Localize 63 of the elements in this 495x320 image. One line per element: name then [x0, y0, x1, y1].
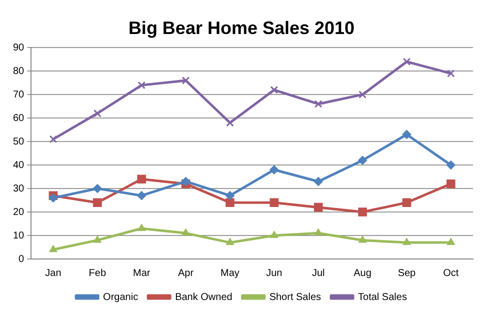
- x-tick-label: Mar: [132, 268, 151, 279]
- point: [270, 198, 279, 208]
- point: [270, 165, 279, 174]
- legend-label: Short Sales: [269, 292, 322, 303]
- x-tick-label: Jan: [45, 268, 62, 279]
- y-tick-label: 30: [13, 183, 25, 194]
- y-tick-label: 60: [13, 112, 25, 124]
- point: [402, 58, 411, 66]
- legend-label: Total Sales: [358, 292, 407, 303]
- point: [446, 160, 456, 170]
- point: [226, 238, 234, 246]
- point: [358, 208, 367, 216]
- point: [270, 231, 278, 238]
- x-tick-label: May: [220, 268, 240, 279]
- x-tick-label: Aug: [354, 268, 372, 279]
- point: [48, 193, 58, 202]
- legend-label: Bank Owned: [175, 292, 232, 303]
- chart-title: Big Bear Home Sales 2010: [128, 18, 355, 38]
- point: [446, 179, 456, 188]
- x-tick-label: Jul: [312, 268, 325, 279]
- point: [358, 90, 366, 99]
- y-tick-label: 80: [13, 66, 25, 77]
- x-tick-label: Jun: [266, 268, 282, 279]
- point: [181, 176, 190, 186]
- legend-label: Organic: [103, 292, 138, 303]
- y-tick-label: 90: [13, 42, 25, 54]
- y-tick-label: 40: [13, 160, 25, 171]
- point: [137, 191, 146, 200]
- point: [225, 191, 234, 200]
- point: [446, 238, 455, 246]
- point: [314, 228, 322, 236]
- point: [358, 236, 366, 243]
- point: [182, 76, 190, 84]
- x-tick-label: Sep: [398, 268, 416, 279]
- point: [314, 176, 323, 186]
- point: [226, 118, 234, 127]
- point: [402, 238, 411, 246]
- y-tick-label: 10: [13, 230, 25, 242]
- point: [137, 174, 146, 184]
- y-tick-label: 70: [13, 89, 25, 100]
- point: [92, 184, 102, 194]
- point: [358, 156, 368, 165]
- y-tick-label: 20: [13, 206, 25, 218]
- point: [270, 86, 278, 94]
- point: [49, 245, 58, 252]
- point: [182, 228, 190, 236]
- y-tick-label: 50: [13, 136, 25, 148]
- point: [93, 109, 102, 118]
- point: [93, 198, 102, 208]
- point: [226, 198, 234, 208]
- point: [49, 135, 58, 144]
- x-tick-label: Apr: [178, 268, 194, 279]
- point: [93, 236, 102, 243]
- point: [402, 130, 412, 140]
- point: [402, 198, 412, 208]
- point: [446, 70, 455, 78]
- point: [314, 100, 322, 108]
- point: [138, 224, 146, 231]
- x-tick-label: Oct: [443, 268, 459, 279]
- y-tick-label: 0: [18, 254, 25, 265]
- point: [314, 202, 323, 212]
- x-tick-label: Feb: [88, 268, 106, 279]
- point: [138, 81, 146, 90]
